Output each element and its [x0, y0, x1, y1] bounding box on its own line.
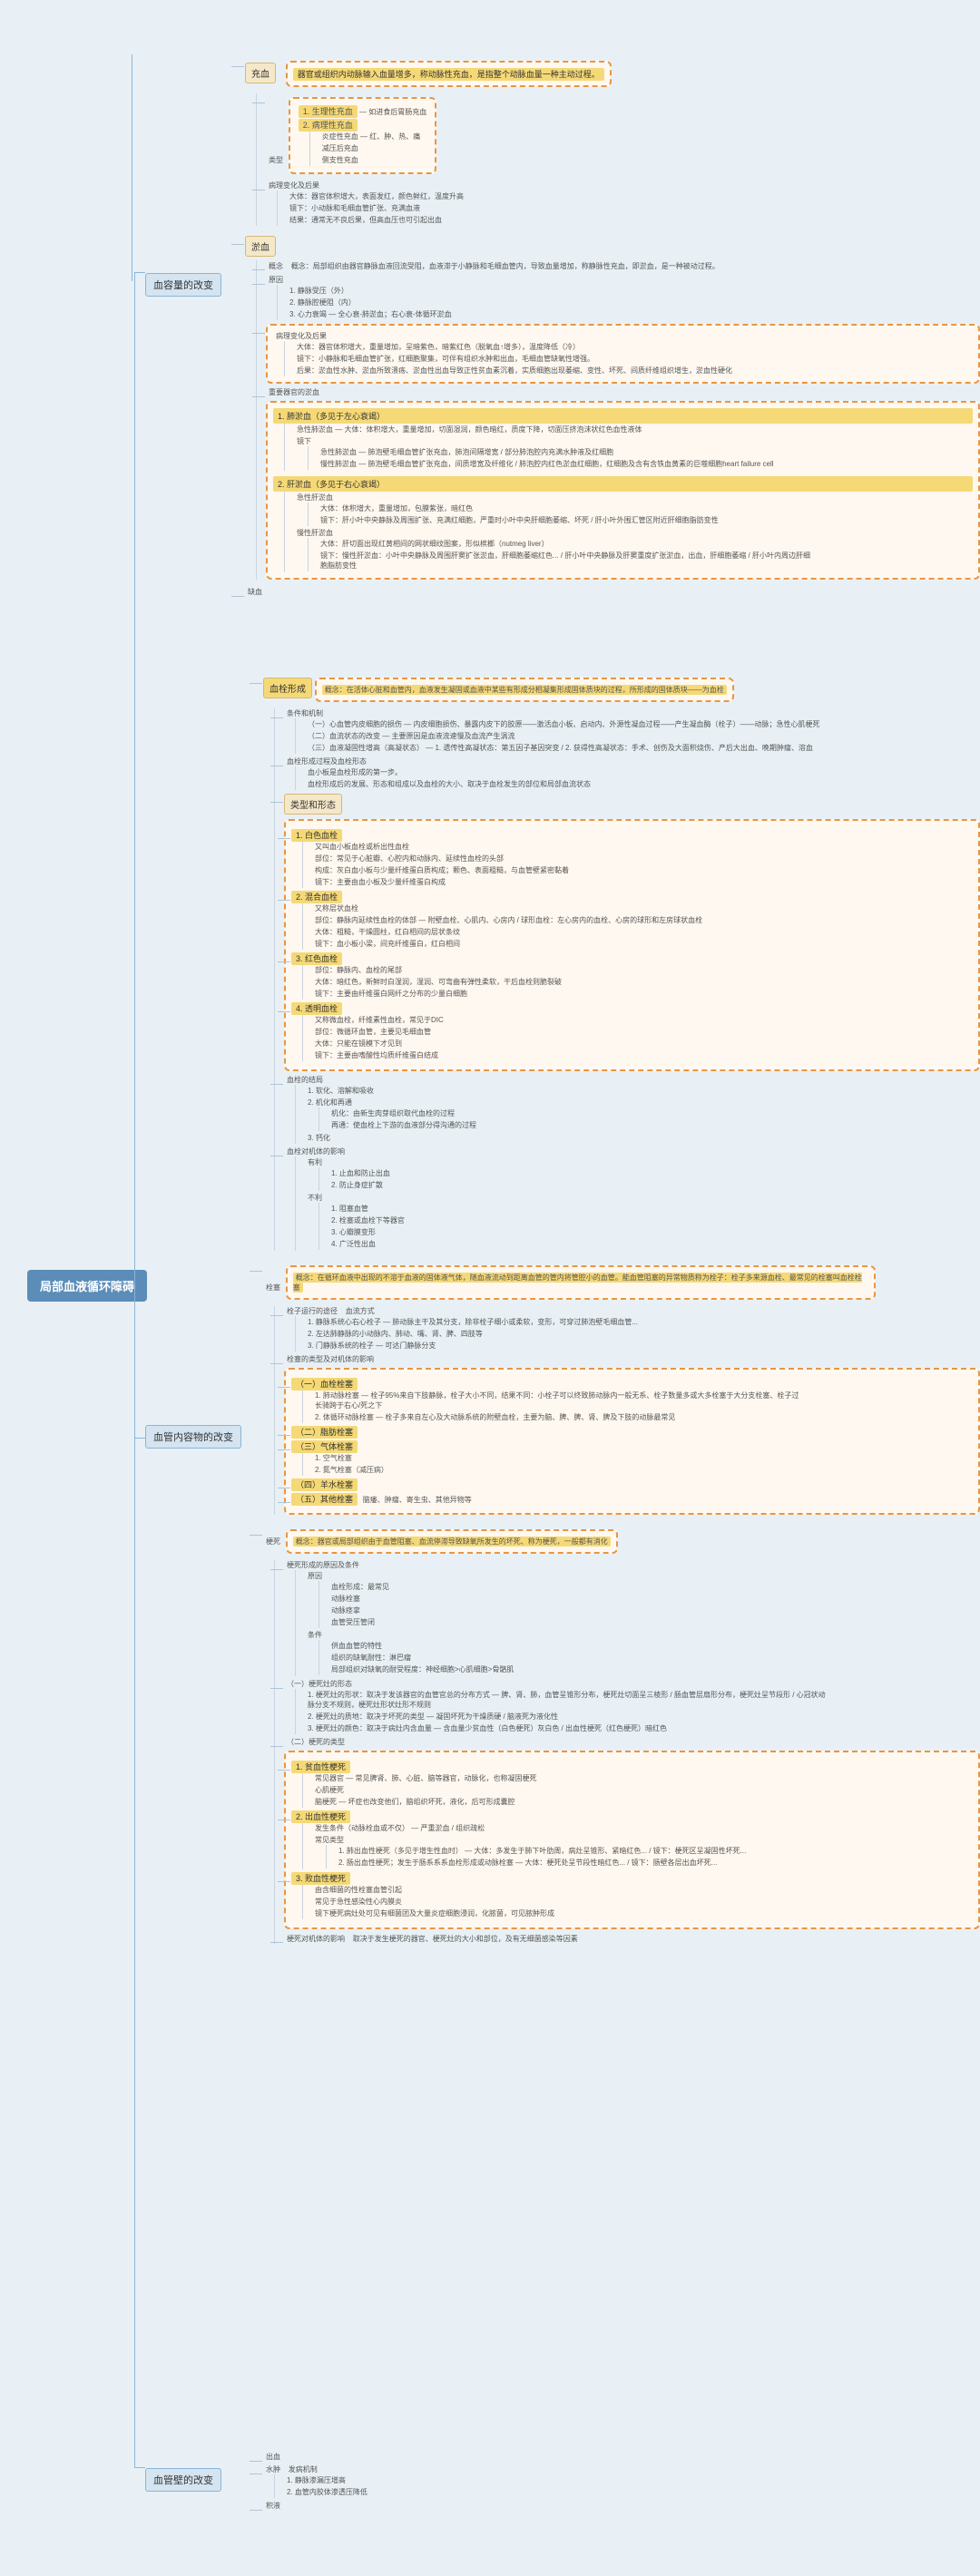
node-effusion[interactable]: 积液 — [263, 2501, 283, 2511]
amniotic-embolism: （四）羊水栓塞 — [291, 1478, 358, 1491]
label-concept: 概念 — [266, 261, 286, 271]
branch-wall[interactable]: 血管壁的改变 — [145, 2468, 221, 2492]
septic-infarct: 3. 败血性梗死 — [291, 1872, 350, 1885]
gas-embolism: （三）气体栓塞 — [291, 1440, 358, 1453]
branch-content[interactable]: 血管内容物的改变 — [145, 1425, 241, 1449]
white-thrombus: 1. 白色血栓 — [291, 829, 342, 842]
other-embolism: （五）其他栓塞 — [291, 1493, 358, 1506]
label-pathres: 病理变化及后果 — [273, 331, 329, 341]
intro-infarct: 概念：器官或局部组织由于血管阻塞、血流停滞导致缺氧所发生的坏死、称为梗死，一般都… — [293, 1537, 611, 1547]
label-infarct-effect: 梗死对机体的影响 — [284, 1934, 348, 1944]
node-edema[interactable]: 水肿 — [263, 2464, 283, 2474]
node-chongxue[interactable]: 充血 — [245, 63, 276, 83]
label-emb-types: 栓塞的类型及对机体的影响 — [284, 1354, 377, 1364]
node-embolism[interactable]: 栓塞 — [263, 1283, 283, 1293]
branch-volume[interactable]: 血容量的改变 — [145, 273, 221, 297]
path-3: 结果：通常无不良后果，但高血压也可引起出血 — [287, 214, 980, 226]
node-yuxue[interactable]: 淤血 — [245, 236, 276, 257]
label-cause: 原因 — [266, 275, 286, 285]
path-2: 镜下：小动脉和毛细血管扩张、充满血液 — [287, 202, 980, 214]
liver-stasis: 2. 肝淤血（多见于右心衰竭） — [273, 476, 973, 492]
type-2: 2. 病理性充血 炎症性充血 — 红、肿、热、痛 减压后充血 侧支性充血 — [296, 118, 429, 167]
root-node[interactable]: 局部血液循环障碍 — [27, 1270, 147, 1302]
node-quexue[interactable]: 缺血 — [245, 587, 265, 597]
label-outcome: 血栓的结局 — [284, 1075, 326, 1085]
type-1: 1. 生理性充血 — 如进食后胃肠充血 — [296, 104, 429, 118]
label-conditions: 条件和机制 — [284, 708, 326, 718]
red-thrombus: 3. 红色血栓 — [291, 952, 342, 965]
fat-embolism: （二）脂肪栓塞 — [291, 1426, 358, 1439]
label-process: 血栓形成过程及血栓形态 — [284, 756, 369, 766]
node-infarct[interactable]: 梗死 — [263, 1537, 283, 1547]
lung-stasis: 1. 肺淤血（多见于左心衰竭） — [273, 408, 973, 424]
anemic-infarct: 1. 贫血性梗死 — [291, 1761, 350, 1773]
label-infarct-type: （二）梗死的类型 — [284, 1737, 348, 1747]
label-path: 病理变化及后果 — [266, 181, 322, 190]
label-organs: 重要器官的淤血 — [266, 387, 322, 397]
label-effect: 血栓对机体的影响 — [284, 1147, 348, 1156]
label-typesform: 类型和形态 — [284, 794, 342, 815]
intro-chongxue: 器官或组织内动脉输入血量增多，称动脉性充血，是指整个动脉血量一种主动过程。 — [293, 68, 604, 81]
node-bleeding[interactable]: 出血 — [263, 2452, 283, 2462]
node-thrombosis[interactable]: 血栓形成 — [263, 678, 312, 698]
mixed-thrombus: 2. 混合血栓 — [291, 891, 342, 903]
intro-thrombosis: 概念：在活体心脏和血管内，血液发生凝固或血液中某些有形成分相凝集形成固体质块的过… — [322, 685, 727, 695]
hemorrhagic-infarct: 2. 出血性梗死 — [291, 1810, 350, 1823]
label-infarct-cond: 梗死形成的原因及条件 — [284, 1560, 362, 1570]
intro-embolism: 概念：在循环血液中出现的不溶于血液的固体液气体，随血液流动到距离血管的管内将管腔… — [293, 1273, 862, 1293]
hyaline-thrombus: 4. 透明血栓 — [291, 1002, 342, 1015]
thrombus-embolism: （一）血栓栓塞 — [291, 1378, 358, 1390]
label-path-embolus: 栓子运行的途径 — [284, 1306, 340, 1316]
path-1: 大体：器官体积增大，表面发红，颜色鲜红，温度升高 — [287, 190, 980, 202]
label-type: 类型 — [266, 155, 286, 165]
label-infarct-form: （一）梗死灶的形态 — [284, 1679, 355, 1689]
